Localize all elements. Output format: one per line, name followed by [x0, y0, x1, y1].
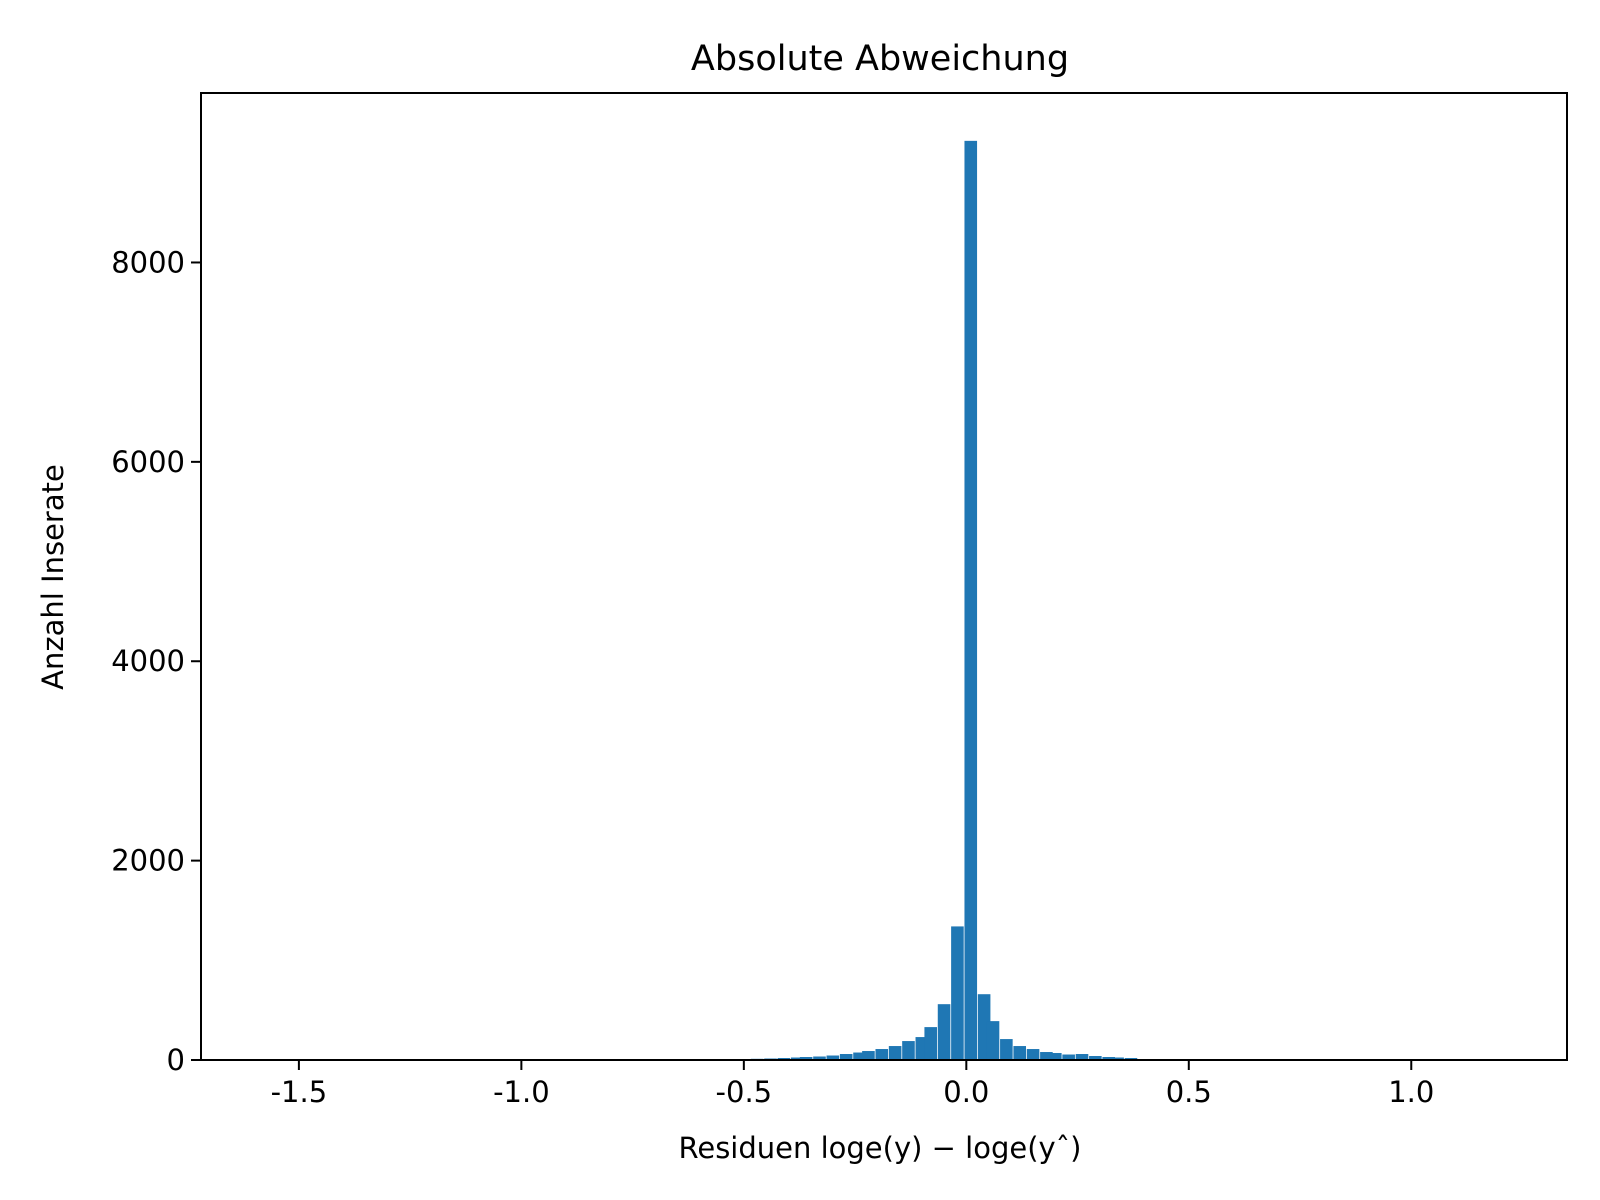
histogram-bar-8	[839, 1054, 853, 1060]
plot-frame	[200, 92, 1568, 1061]
histogram-bar-26	[1062, 1054, 1075, 1060]
histogram-bar-22	[1013, 1046, 1027, 1060]
histogram-bar-17	[951, 926, 964, 1060]
y-axis-ticks: 0 2000 4000 6000 8000	[111, 245, 201, 1077]
histogram-bar-4	[790, 1057, 804, 1060]
histogram-bar-16	[937, 1004, 951, 1060]
histogram-bar-30	[1111, 1057, 1124, 1060]
x-tick-label-3: 0.0	[943, 1075, 989, 1109]
x-axis-label: Residuen loge(y) − loge(yˆ)	[679, 1131, 1082, 1165]
histogram-bar-20	[986, 1021, 1000, 1060]
histogram-bars	[737, 140, 1164, 1060]
y-tick-label-1: 2000	[111, 844, 185, 878]
histogram-bar-24	[1040, 1052, 1053, 1060]
y-tick-label-3: 6000	[111, 445, 185, 479]
x-tick-label-1: -1.0	[493, 1075, 550, 1109]
histogram-bar-18	[964, 140, 978, 1060]
y-tick-label-0: 0	[167, 1043, 185, 1077]
histogram-bar-21	[1000, 1039, 1013, 1060]
histogram-bar-13	[902, 1041, 915, 1060]
x-tick-label-2: -0.5	[716, 1075, 773, 1109]
x-tick-label-0: -1.5	[271, 1075, 328, 1109]
histogram-bar-15	[924, 1027, 938, 1060]
histogram-bar-25	[1049, 1053, 1062, 1060]
histogram-bar-12	[888, 1046, 902, 1060]
x-axis-ticks: -1.5 -1.0 -0.5 0.0 0.5 1.0	[271, 1060, 1434, 1109]
histogram-bar-9	[853, 1052, 866, 1060]
x-tick-label-4: 0.5	[1166, 1075, 1212, 1109]
histogram-bar-5	[799, 1057, 813, 1060]
histogram-bar-10	[862, 1051, 875, 1060]
histogram-bar-28	[1089, 1056, 1102, 1060]
histogram-bar-29	[1102, 1057, 1115, 1060]
histogram-bar-7	[826, 1055, 840, 1060]
y-tick-label-4: 8000	[111, 245, 185, 279]
y-tick-label-2: 4000	[111, 644, 185, 678]
y-axis-label: Anzahl Inserate	[36, 464, 70, 690]
histogram-bar-23	[1026, 1049, 1040, 1060]
x-tick-label-5: 1.0	[1388, 1075, 1434, 1109]
chart-title: Absolute Abweichung	[691, 39, 1069, 79]
histogram-bar-11	[875, 1049, 889, 1060]
histogram-bar-6	[813, 1056, 826, 1060]
histogram-bar-27	[1075, 1054, 1089, 1060]
